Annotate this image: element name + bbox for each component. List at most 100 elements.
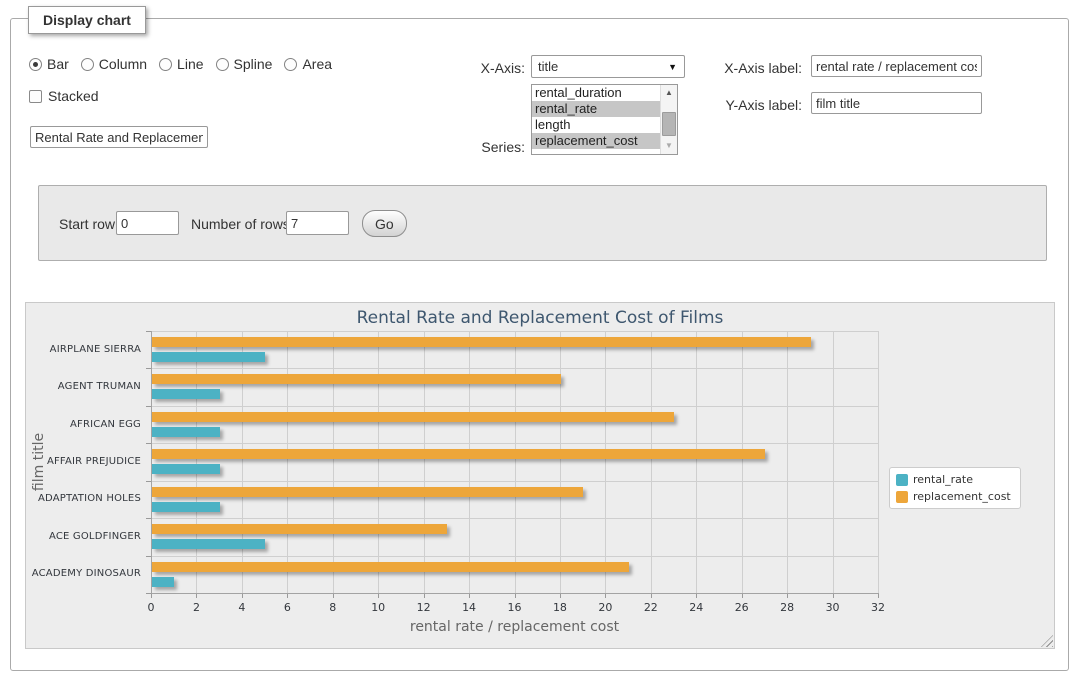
gridline-x-10 [378, 331, 380, 593]
legend-swatch-icon [896, 473, 908, 486]
x-tick-mark [605, 593, 607, 598]
chart-type-option-column: Column [80, 56, 148, 72]
bar-rental_rate [152, 539, 266, 550]
start-row-label: Start row: [59, 216, 119, 232]
gridline-y [151, 443, 878, 445]
gridline-x-22 [650, 331, 652, 593]
bar-rental_rate [152, 501, 220, 512]
radio-line[interactable] [159, 57, 173, 71]
x-tick-label: 14 [462, 601, 477, 614]
gridline-x-30 [832, 331, 834, 593]
gridline-x-12 [423, 331, 425, 593]
radio-area[interactable] [284, 57, 298, 71]
x-tick-mark [514, 593, 516, 598]
bar-replacement_cost [152, 486, 584, 497]
bar-replacement_cost [152, 524, 448, 535]
chevron-down-icon: ▼ [668, 61, 677, 72]
gridline-y [151, 331, 878, 332]
x-tick-label: 26 [734, 601, 749, 614]
gridline-x-18 [559, 331, 561, 593]
series-option-length[interactable]: length [535, 117, 571, 132]
x-tick-label: 10 [371, 601, 386, 614]
legend-label: rental_rate [913, 473, 973, 486]
bar-replacement_cost [152, 449, 766, 460]
x-tick-mark [378, 593, 380, 598]
x-tick-label: 24 [689, 601, 704, 614]
radio-spline[interactable] [215, 57, 229, 71]
radio-label-area: Area [302, 56, 333, 72]
num-rows-input[interactable] [286, 211, 349, 235]
y-tick-mark [146, 331, 151, 332]
gridline-x-4 [241, 331, 243, 593]
y-tick-mark [146, 555, 151, 557]
chart-container: Rental Rate and Replacement Cost of Film… [25, 302, 1055, 649]
chart-x-axis-title: rental rate / replacement cost [409, 619, 620, 635]
radio-bar[interactable] [29, 57, 42, 71]
chart-type-option-spline: Spline [215, 56, 272, 72]
x-tick-label: 4 [238, 601, 246, 614]
chart-title: Rental Rate and Replacement Cost of Film… [356, 308, 724, 328]
y-tick-mark [146, 480, 151, 482]
x-axis-label-label: X-Axis label: [724, 60, 802, 76]
x-tick-label: 20 [598, 601, 613, 614]
gridline-x-8 [332, 331, 334, 593]
scroll-down-icon[interactable]: ▼ [665, 141, 673, 150]
y-axis-label-label: Y-Axis label: [725, 97, 802, 113]
category-label: ACE GOLDFINGER [48, 530, 141, 542]
bar-rental_rate [152, 464, 220, 475]
stacked-checkbox[interactable] [29, 89, 42, 103]
radio-label-line: Line [177, 56, 204, 72]
bar-rental_rate [152, 389, 220, 400]
x-tick-mark [741, 593, 743, 598]
series-listbox[interactable]: ▲ ▼ rental_duration rental_rate length repl… [531, 84, 678, 155]
x-tick-label: 16 [507, 601, 522, 614]
go-button[interactable]: Go [362, 210, 407, 237]
bar-rental_rate [152, 426, 220, 437]
scroll-up-icon[interactable]: ▲ [665, 88, 673, 97]
bar-replacement_cost [152, 411, 675, 422]
category-label: AIRPLANE SIERRA [49, 343, 141, 355]
y-axis-label-input[interactable] [811, 92, 982, 114]
category-label: ACADEMY DINOSAUR [31, 568, 141, 580]
legend-item-rental_rate[interactable]: rental_rate [896, 473, 1011, 486]
legend-item-replacement_cost[interactable]: replacement_cost [896, 490, 1011, 503]
start-row-input[interactable] [116, 211, 179, 235]
gridline-y [151, 518, 878, 520]
gridline-x-28 [787, 331, 789, 593]
legend-label: replacement_cost [913, 490, 1011, 503]
x-tick-mark [196, 593, 198, 598]
row-controls-box [38, 185, 1047, 261]
radio-label-bar: Bar [47, 56, 69, 72]
x-tick-mark [696, 593, 698, 598]
x-tick-label: 8 [329, 601, 337, 614]
x-axis-select[interactable]: title ▼ [531, 55, 685, 78]
gridline-y [151, 480, 878, 482]
gridline-x-16 [514, 331, 516, 593]
gridline-y [151, 368, 878, 370]
category-label: AFRICAN EGG [70, 418, 141, 430]
x-tick-label: 2 [192, 601, 200, 614]
radio-column[interactable] [80, 57, 94, 71]
radio-label-column: Column [98, 56, 148, 72]
panel-title: Display chart [28, 6, 146, 34]
resize-handle-icon[interactable] [1041, 635, 1053, 647]
x-tick-label: 18 [552, 601, 567, 614]
series-option-replacement_cost[interactable]: replacement_cost [532, 133, 677, 149]
x-tick-mark [832, 593, 834, 598]
gridline-y [151, 405, 878, 407]
x-tick-mark [423, 593, 425, 598]
series-option-rental_duration[interactable]: rental_duration [535, 85, 622, 100]
gridline-x-20 [605, 331, 607, 593]
y-tick-mark [146, 593, 151, 594]
x-tick-mark [151, 593, 152, 598]
x-axis-selected-value: title [538, 59, 559, 74]
series-option-rental_rate[interactable]: rental_rate [532, 101, 677, 117]
y-tick-mark [146, 368, 151, 370]
bar-replacement_cost [152, 561, 629, 572]
chart-title-input[interactable] [30, 126, 208, 148]
scrollbar-thumb[interactable] [662, 112, 676, 136]
x-tick-mark [787, 593, 789, 598]
x-axis-label-input[interactable] [811, 55, 982, 77]
listbox-scrollbar[interactable]: ▲ ▼ [660, 85, 677, 154]
series-select-label: Series: [481, 139, 525, 155]
